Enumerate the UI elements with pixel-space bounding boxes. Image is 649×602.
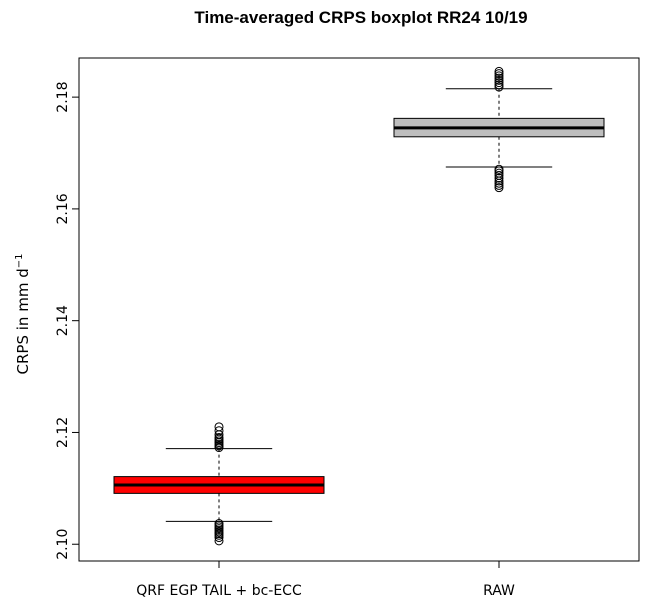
outlier-point (494, 170, 504, 180)
outlier-point (494, 75, 504, 85)
box-group (393, 66, 605, 193)
outlier-point (214, 432, 224, 442)
x-axis: QRF EGP TAIL + bc-ECC RAW (136, 561, 515, 599)
outlier-point (494, 164, 504, 174)
outlier-point (494, 71, 504, 81)
outlier-point (494, 173, 504, 183)
x-tick-label: RAW (483, 583, 515, 599)
outlier-point (214, 422, 224, 432)
box-group (113, 422, 325, 546)
outlier-point (494, 73, 504, 83)
y-tick-label: 2.18 (55, 82, 71, 113)
outlier-point (494, 82, 504, 92)
outlier-point (214, 533, 224, 543)
y-tick-label: 2.12 (55, 417, 71, 448)
outlier-point (494, 80, 504, 90)
outlier-point (494, 69, 504, 79)
y-axis-label: CRPS in mm d−1 (14, 254, 32, 375)
y-tick-label: 2.10 (55, 529, 71, 560)
y-tick-label: 2.16 (55, 193, 71, 224)
outlier-point (494, 168, 504, 178)
outlier-point (494, 78, 504, 88)
boxes-layer (113, 66, 605, 546)
chart-title: Time-averaged CRPS boxplot RR24 10/19 (194, 8, 527, 27)
outlier-point (214, 519, 224, 529)
outlier-point (214, 426, 224, 436)
y-axis: 2.10 2.12 2.14 2.16 2.18 (55, 82, 80, 560)
y-tick-label: 2.14 (55, 305, 71, 336)
outlier-point (494, 183, 504, 193)
outlier-point (214, 536, 224, 546)
x-tick-label: QRF EGP TAIL + bc-ECC (136, 583, 302, 599)
outlier-point (494, 180, 504, 190)
outlier-point (494, 66, 504, 76)
